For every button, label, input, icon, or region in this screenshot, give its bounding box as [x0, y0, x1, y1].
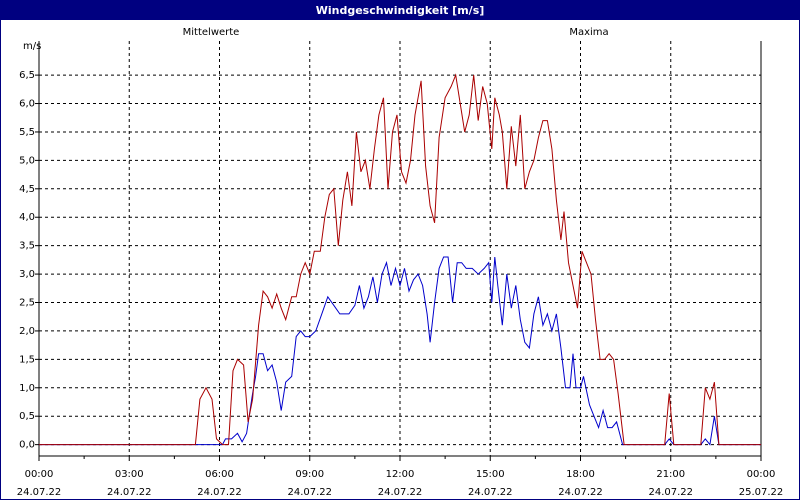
y-axis-label: m/s	[23, 41, 41, 52]
y-tick-label: 2,5	[19, 298, 35, 309]
x-tick-time-label: 06:00	[205, 469, 234, 480]
y-tick-label: 4,5	[19, 184, 35, 195]
x-tick-time-label: 00:00	[25, 469, 54, 480]
y-tick-label: 4,0	[19, 212, 35, 223]
x-tick-date-label: 24.07.22	[17, 487, 62, 498]
x-tick-date-label: 24.07.22	[468, 487, 513, 498]
y-tick-label: 2,0	[19, 326, 35, 337]
x-tick-date-label: 24.07.22	[197, 487, 242, 498]
axes	[35, 41, 762, 461]
y-tick-label: 3,5	[19, 241, 35, 252]
x-tick-time-label: 00:00	[747, 469, 776, 480]
chart-title: Windgeschwindigkeit [m/s]	[1, 1, 799, 20]
y-tick-label: 6,0	[19, 99, 35, 110]
tick-labels: 0,0 0,5 1,0 1,5 2,0 2,5 3,0 3,5 4,0 4,5 5,0 5,5 6,0 6…	[17, 70, 784, 498]
x-tick-date-label: 24.07.22	[558, 487, 603, 498]
y-tick-label: 0,5	[19, 411, 35, 422]
legend-maxima: Maxima	[569, 27, 608, 38]
grid-lines	[39, 41, 761, 456]
x-tick-time-label: 03:00	[115, 469, 144, 480]
y-tick-label: 6,5	[19, 70, 35, 81]
x-tick-date-label: 24.07.22	[648, 487, 693, 498]
series-line-mittelwerte	[39, 256, 761, 446]
y-tick-label: 1,0	[19, 383, 35, 394]
x-tick-time-label: 21:00	[656, 469, 685, 480]
legend-mittelwerte: Mittelwerte	[183, 27, 240, 38]
x-tick-time-label: 09:00	[295, 469, 324, 480]
x-tick-date-label: 24.07.22	[287, 487, 332, 498]
y-tick-label: 5,5	[19, 127, 35, 138]
x-tick-date-label: 25.07.22	[739, 487, 784, 498]
y-tick-label: 0,0	[19, 440, 35, 451]
x-tick-time-label: 12:00	[386, 469, 415, 480]
y-tick-label: 5,0	[19, 155, 35, 166]
x-tick-time-label: 15:00	[476, 469, 505, 480]
y-tick-label: 1,5	[19, 354, 35, 365]
x-tick-time-label: 18:00	[566, 469, 595, 480]
y-tick-label: 3,0	[19, 269, 35, 280]
x-tick-date-label: 24.07.22	[378, 487, 423, 498]
series-lines	[39, 73, 761, 446]
series-line-maxima	[39, 73, 761, 446]
x-tick-date-label: 24.07.22	[107, 487, 152, 498]
